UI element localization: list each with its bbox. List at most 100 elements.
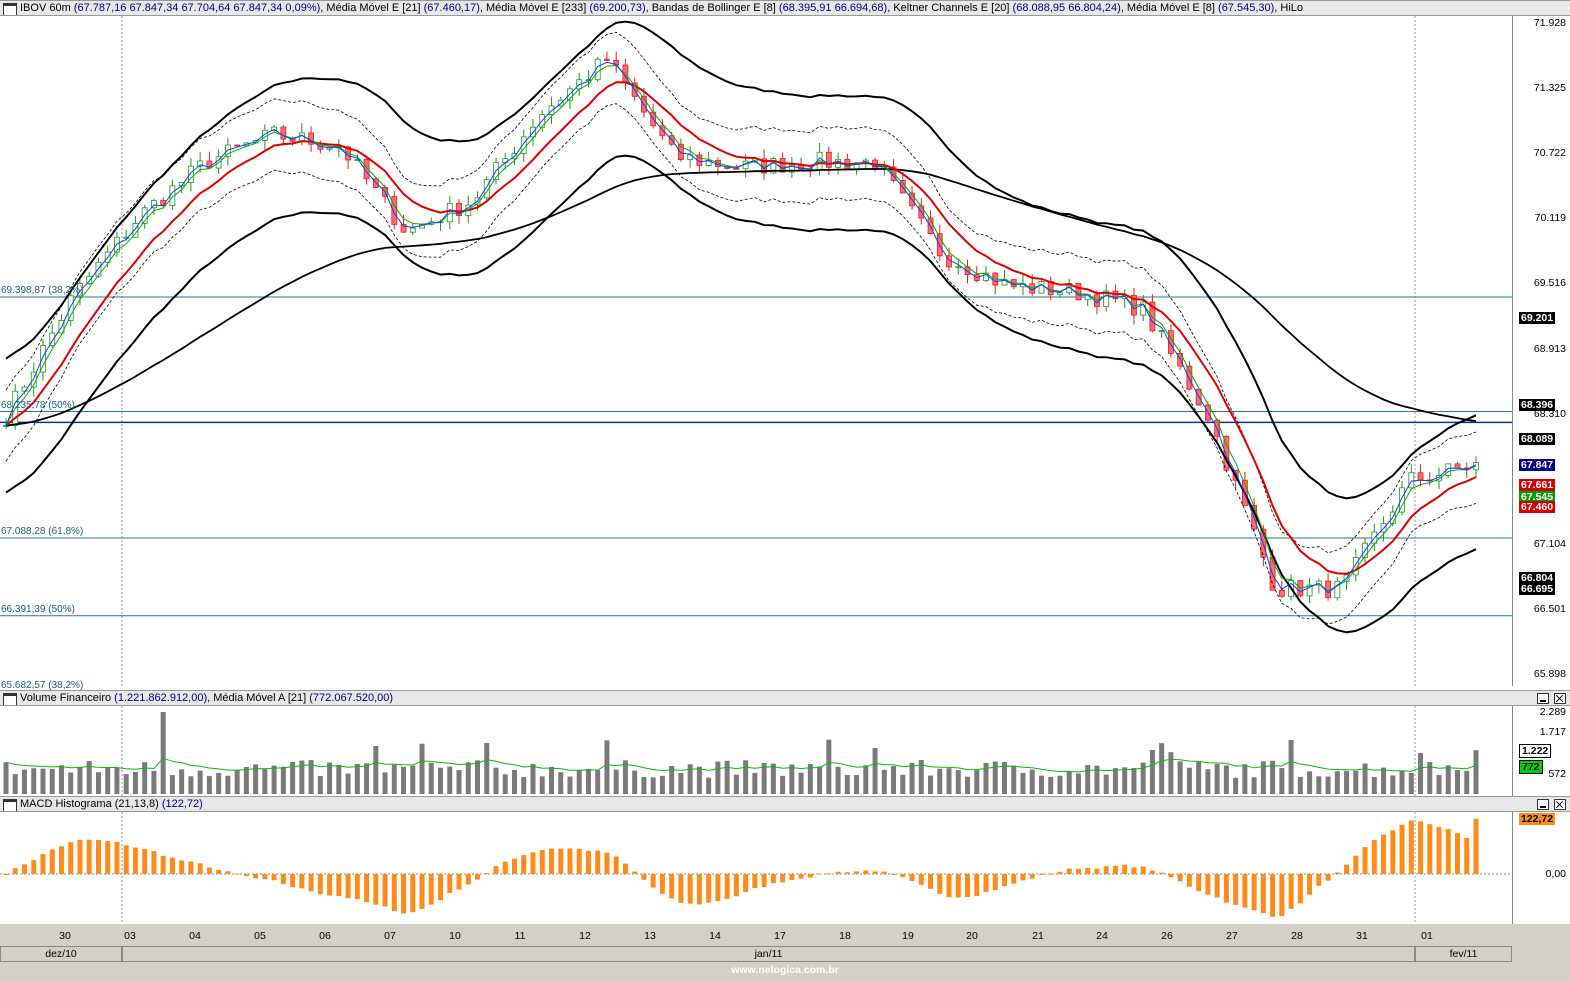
macd-bar: [826, 873, 832, 875]
candle-body: [1075, 283, 1082, 301]
macd-bar: [558, 848, 564, 874]
macd-bar: [780, 874, 786, 883]
macd-bar: [428, 874, 434, 905]
macd-bar: [364, 874, 370, 903]
volume-bar: [844, 775, 850, 794]
volume-bar: [1103, 774, 1109, 794]
candle-body: [363, 159, 370, 180]
price-badge: 67.460: [1519, 500, 1556, 513]
volume-chart[interactable]: [0, 706, 1512, 796]
price-panel-title: IBOV 60m (67.787,16 67.847,34 67.704,64 …: [20, 1, 1303, 15]
macd-axis: 0,00 122,72: [1512, 812, 1570, 924]
candle-body: [1158, 330, 1165, 333]
volume-bar: [1399, 770, 1405, 794]
day-label: 05: [254, 930, 266, 942]
candle-body: [298, 132, 305, 142]
candle-body: [391, 196, 398, 225]
candle-body: [409, 227, 416, 233]
window-icon[interactable]: [3, 3, 17, 15]
volume-bar: [1205, 769, 1211, 794]
macd-bar: [253, 874, 259, 879]
volume-bar: [1260, 761, 1266, 794]
macd-badge: 122,72: [1519, 812, 1556, 825]
macd-bar: [1427, 824, 1433, 874]
volume-bar: [40, 768, 46, 794]
macd-bar: [1362, 847, 1368, 874]
volume-bar: [1381, 767, 1387, 794]
volume-bar: [558, 772, 564, 794]
candle-body: [936, 233, 943, 257]
volume-bar: [1325, 776, 1331, 794]
volume-bar: [1270, 760, 1276, 794]
macd-bar: [299, 874, 305, 889]
macd-bar: [336, 874, 342, 897]
volume-bar: [253, 764, 259, 794]
macd-bar: [1344, 864, 1350, 874]
candle-body: [1454, 463, 1461, 469]
volume-bar: [641, 776, 647, 794]
price-tick: 67.104: [1533, 538, 1566, 551]
candle-body: [1417, 472, 1424, 481]
macd-bar: [1168, 874, 1174, 878]
volume-bar: [308, 760, 314, 794]
candle-body: [1057, 292, 1063, 296]
price-badge: 67.661: [1519, 478, 1556, 491]
close-button[interactable]: [1554, 693, 1566, 704]
volume-bar: [937, 768, 943, 794]
volume-bar: [1251, 777, 1257, 794]
volume-bar: [86, 761, 92, 794]
macd-bar: [1112, 865, 1118, 874]
volume-bar: [770, 763, 776, 794]
price-chart[interactable]: [0, 16, 1512, 686]
volume-bar: [206, 776, 212, 794]
candle-body: [271, 126, 278, 131]
volume-bar: [678, 773, 684, 794]
volume-bar: [1075, 773, 1081, 794]
volume-bar: [835, 766, 841, 794]
volume-bar: [1344, 770, 1350, 794]
volume-bar: [650, 777, 656, 794]
volume-bar: [1464, 770, 1470, 794]
macd-bar: [475, 874, 481, 880]
day-label: 18: [839, 930, 851, 942]
price-badge: 66.695: [1519, 583, 1556, 596]
macd-bar: [530, 852, 536, 874]
price-panel-header: IBOV 60m (67.787,16 67.847,34 67.704,64 …: [0, 0, 1570, 16]
volume-bar: [123, 774, 129, 794]
close-button[interactable]: [1554, 799, 1566, 810]
macd-bar: [752, 874, 758, 889]
macd-bar: [1325, 874, 1331, 881]
volume-bar: [1196, 761, 1202, 794]
macd-bar: [1159, 872, 1165, 874]
main-header-part: (67.545,30): [1218, 2, 1275, 14]
ema-233-line: [5, 168, 1477, 427]
volume-bar: [151, 770, 157, 794]
minimize-button[interactable]: [1537, 799, 1549, 810]
day-label: 11: [514, 930, 526, 942]
candle-body: [770, 158, 777, 174]
candle-body: [1278, 589, 1285, 597]
macd-bar: [1140, 866, 1146, 874]
macd-bar: [817, 873, 823, 875]
macd-bar: [1260, 874, 1266, 914]
macd-bar: [438, 874, 444, 901]
day-label: 01: [1421, 930, 1433, 942]
volume-average-line: [5, 757, 1477, 773]
volume-bar: [1001, 761, 1007, 794]
month-label: dez/10: [0, 946, 122, 962]
macd-bar: [992, 874, 998, 891]
volume-bar: [438, 767, 444, 794]
minimize-button[interactable]: [1537, 693, 1549, 704]
macd-bar: [1122, 864, 1128, 874]
main-header-part: IBOV 60m: [20, 2, 74, 14]
main-header-part: (67.460,17): [423, 2, 480, 14]
macd-bar: [641, 874, 647, 880]
candle-body: [49, 332, 56, 346]
volume-badge: 772: [1519, 760, 1543, 775]
macd-chart[interactable]: [0, 812, 1512, 924]
macd-bar: [243, 874, 249, 877]
volume-bar: [1418, 753, 1424, 794]
window-icon[interactable]: [3, 799, 17, 811]
window-icon[interactable]: [3, 693, 17, 705]
day-label: 06: [319, 930, 331, 942]
